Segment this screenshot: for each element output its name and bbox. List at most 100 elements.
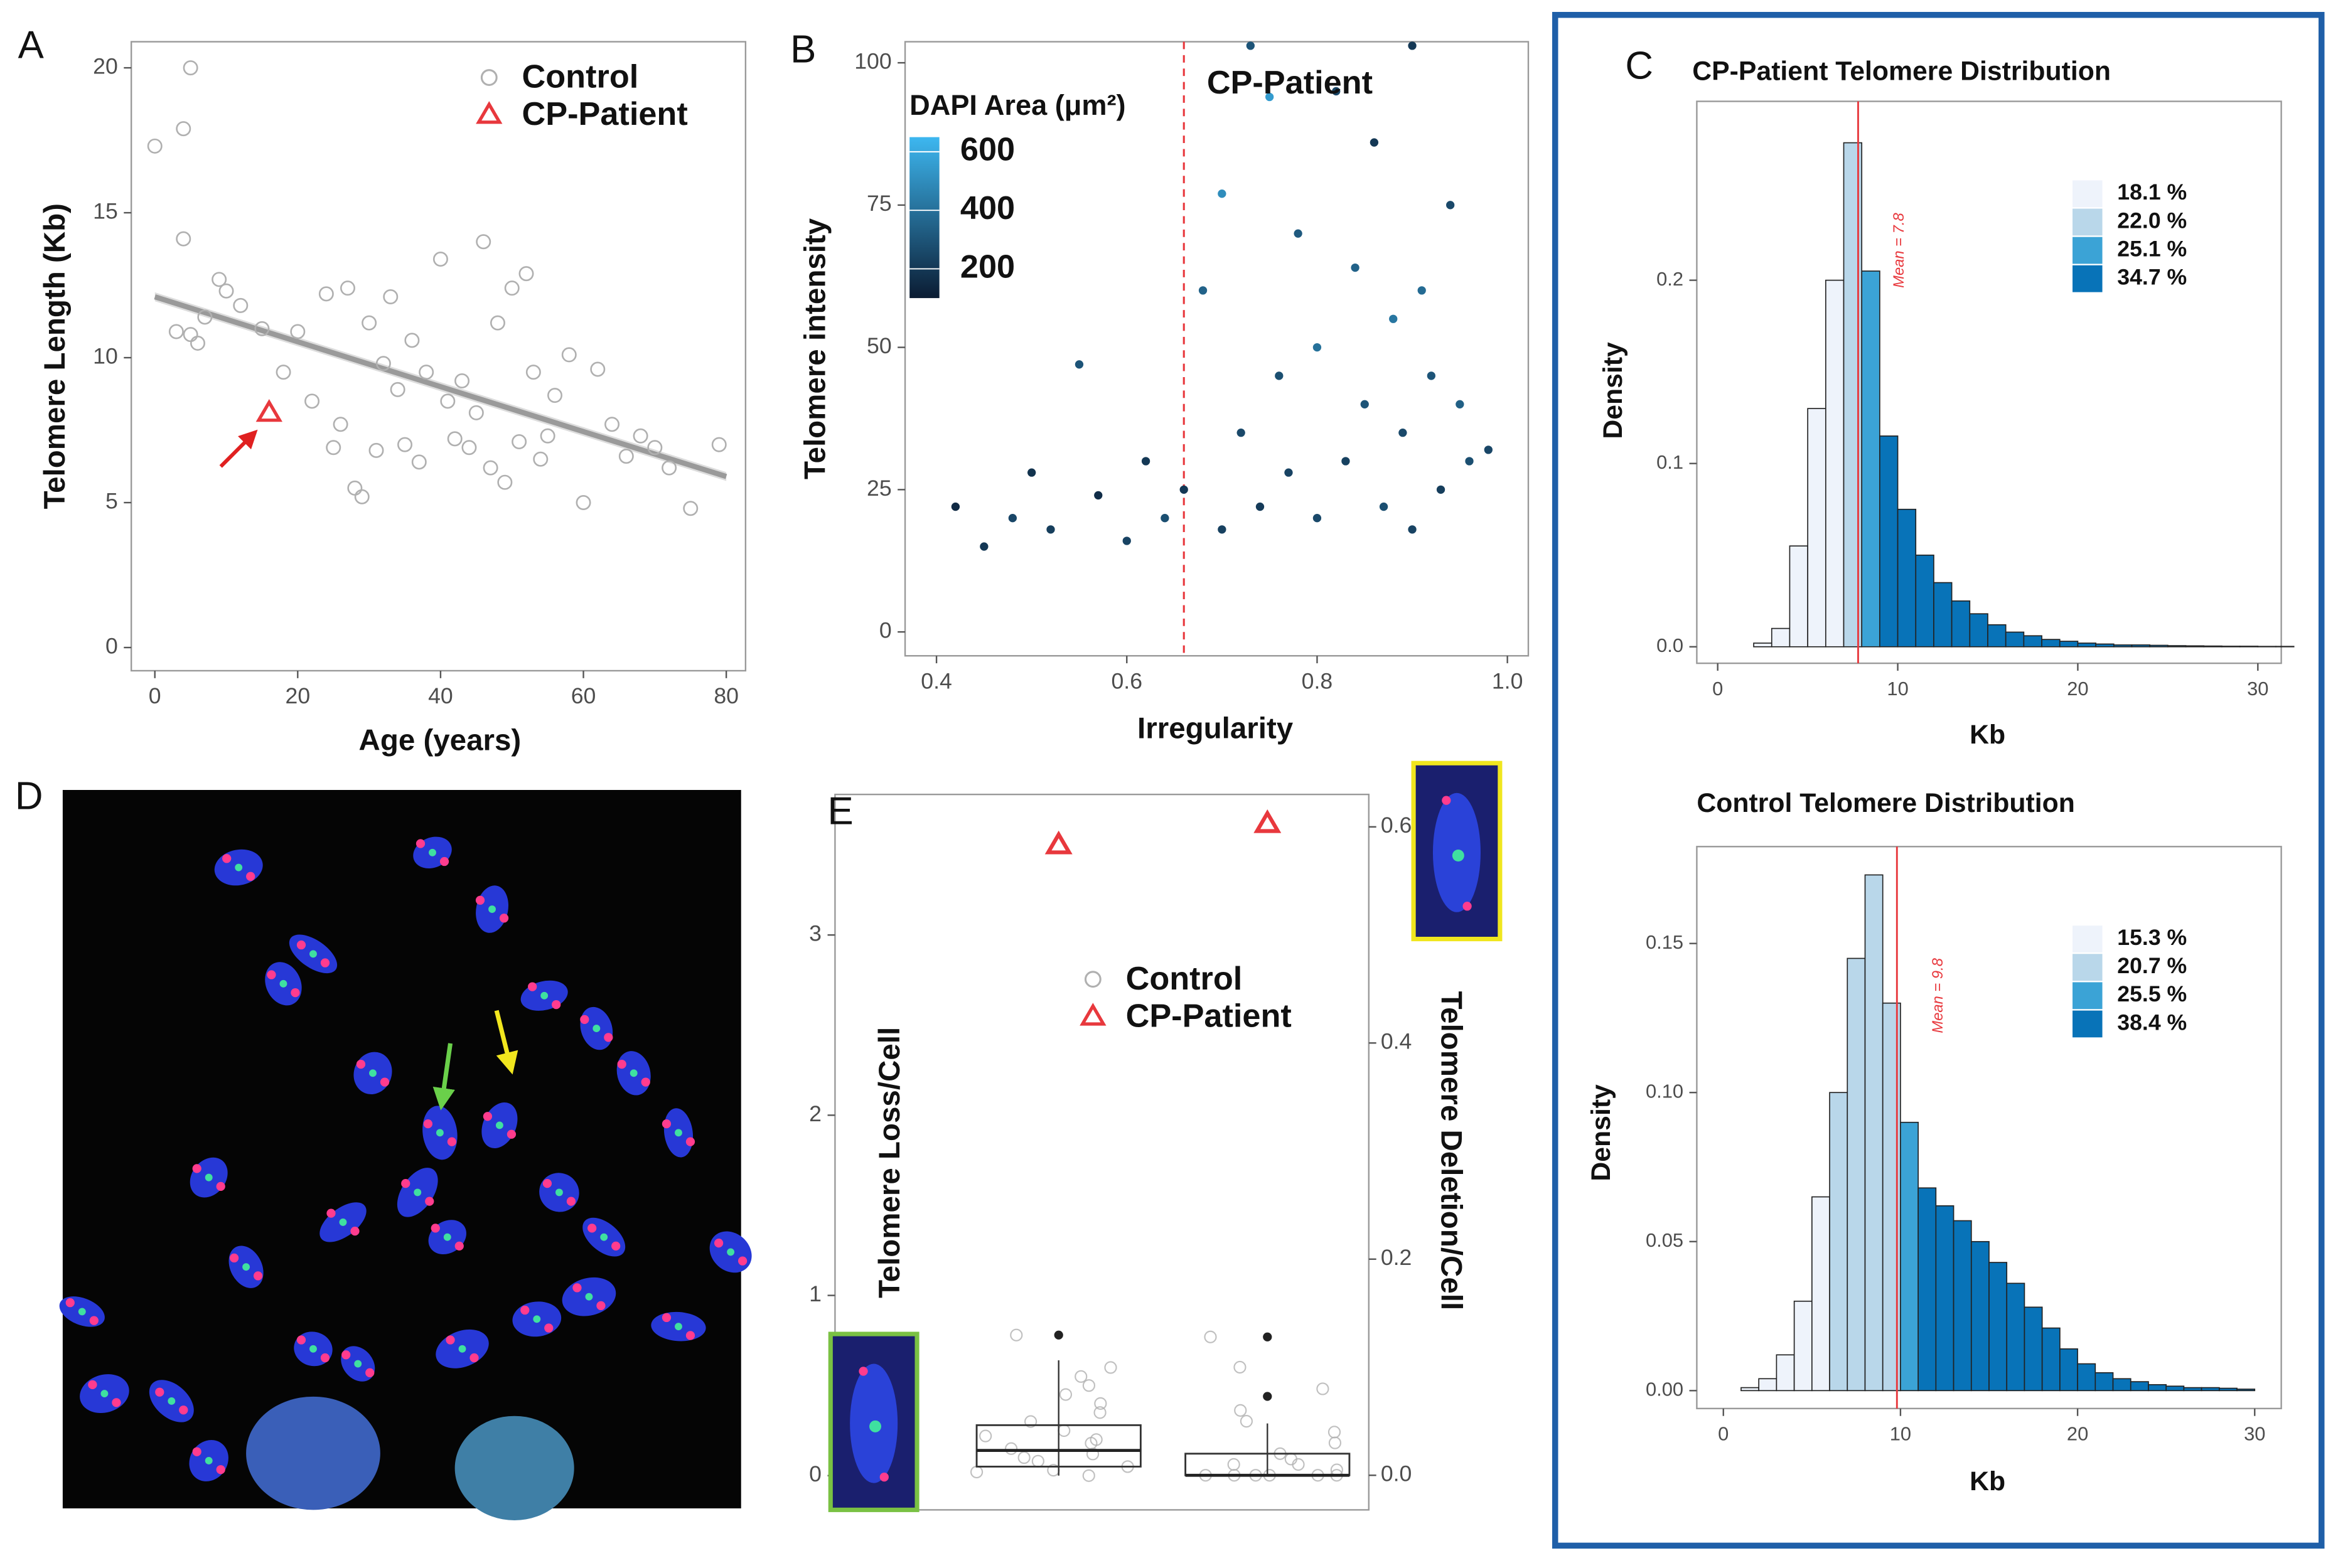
histogram-bar — [2041, 1327, 2061, 1392]
control-point — [290, 324, 306, 339]
quartile-label: 22.0 % — [2117, 208, 2187, 233]
telomere-spot — [446, 1335, 455, 1345]
inset-spot — [1452, 850, 1464, 862]
telomere-spot — [296, 940, 306, 950]
telomere-spot — [425, 1197, 434, 1206]
plot-area — [834, 793, 1370, 1511]
control-point — [1240, 1415, 1253, 1428]
histogram-bar — [2005, 631, 2025, 648]
telomere-spot — [296, 1335, 306, 1345]
x-tick-label: 30 — [2247, 678, 2268, 700]
telomere-spot — [596, 1301, 606, 1311]
y2-axis-label: Telomere Deletion/Cell — [1435, 991, 1468, 1311]
y-tick-label: 0.1 — [1656, 451, 1683, 473]
control-point — [1093, 1406, 1107, 1419]
y2-tick-label: 0.4 — [1381, 1029, 1412, 1054]
x-tick-label: 60 — [571, 683, 596, 708]
x-tick-label: 1.0 — [1492, 668, 1523, 693]
control-point — [468, 405, 484, 420]
control-point — [476, 234, 491, 250]
control-point — [1227, 1458, 1240, 1471]
telomere-spot — [566, 1197, 576, 1206]
cell-point — [1436, 485, 1445, 494]
quartile-label: 18.1 % — [2117, 179, 2187, 205]
panel-label: B — [790, 28, 816, 71]
histogram-bar — [1879, 435, 1899, 648]
control-point — [375, 356, 391, 371]
centromere-spot — [205, 1457, 213, 1464]
cell-point — [1360, 400, 1369, 408]
control-point — [1234, 1404, 1247, 1417]
annotation-arrow — [219, 429, 258, 468]
x-tick-label: 0.8 — [1302, 668, 1333, 693]
cell-point — [951, 502, 960, 511]
y-tick-label: 0 — [105, 633, 118, 658]
centromere-spot — [100, 1390, 109, 1398]
control-point — [1082, 1379, 1096, 1392]
y-tick-label: 2 — [809, 1101, 822, 1126]
telomere-spot — [580, 1015, 589, 1024]
histogram-bar — [1789, 545, 1808, 648]
y-tick-label: 0.05 — [1646, 1229, 1683, 1251]
histogram-bar — [2095, 643, 2115, 648]
telomere-spot — [341, 1350, 351, 1360]
quartile-swatch — [2073, 237, 2103, 264]
legend-label: Control — [1126, 961, 1243, 997]
histogram-bar — [1915, 554, 1934, 648]
telomere-spot — [326, 1208, 336, 1218]
quartile-swatch — [2073, 982, 2103, 1010]
histogram-bar — [2113, 644, 2133, 648]
histogram-bar — [2059, 1348, 2078, 1392]
histogram-bar — [1953, 1220, 1972, 1392]
cell-point — [1484, 445, 1493, 454]
arrow — [494, 1010, 518, 1075]
telomere-spot — [714, 1239, 724, 1248]
control-point — [540, 428, 555, 444]
histogram-bar — [2041, 639, 2061, 648]
plot-area — [904, 41, 1530, 657]
telomere-spot — [350, 1227, 360, 1236]
control-point — [390, 381, 405, 397]
control-point — [604, 417, 620, 432]
histogram-bar — [1753, 643, 1772, 648]
cell-point — [1351, 263, 1359, 272]
control-point — [318, 286, 334, 302]
x-tick-label: 0 — [1718, 1423, 1729, 1445]
cell-point — [1141, 457, 1150, 466]
telomere-spot — [65, 1298, 75, 1308]
centromere-spot — [309, 950, 317, 958]
inset-spot — [879, 1472, 889, 1482]
control-point — [197, 309, 213, 325]
centromere-spot — [488, 905, 496, 913]
control-point — [1024, 1415, 1038, 1428]
cell-point — [1218, 525, 1226, 534]
legend-marker — [476, 101, 503, 124]
centromere-spot — [533, 1315, 541, 1323]
telomere-spot — [155, 1387, 164, 1397]
quartile-label: 34.7 % — [2117, 265, 2187, 290]
control-point — [218, 283, 234, 299]
centromere-spot — [458, 1345, 466, 1353]
y-axis-label: Density — [1586, 1084, 1616, 1181]
control-point — [190, 335, 206, 351]
nucleus — [246, 1396, 380, 1510]
quartile-swatch — [2073, 265, 2103, 292]
telomere-spot — [222, 854, 232, 863]
histogram-bar — [1864, 874, 1884, 1392]
plot-area — [1696, 100, 2282, 664]
panel-label: C — [1625, 45, 1653, 88]
outlier — [1263, 1332, 1272, 1341]
control-point — [368, 442, 384, 458]
telomere-spot — [507, 1129, 517, 1139]
telomere-spot — [179, 1405, 188, 1415]
centromere-spot — [675, 1323, 682, 1331]
histogram-bar — [1951, 600, 1971, 648]
y2-tick-label: 0.6 — [1381, 813, 1412, 838]
cell-point — [1075, 360, 1084, 369]
y-axis-label: Density — [1598, 342, 1628, 439]
x-tick-label: 0.4 — [921, 668, 952, 693]
telomere-spot — [617, 1059, 626, 1069]
control-point — [432, 251, 448, 267]
control-point — [340, 280, 355, 296]
histogram-bar — [1897, 508, 1917, 648]
